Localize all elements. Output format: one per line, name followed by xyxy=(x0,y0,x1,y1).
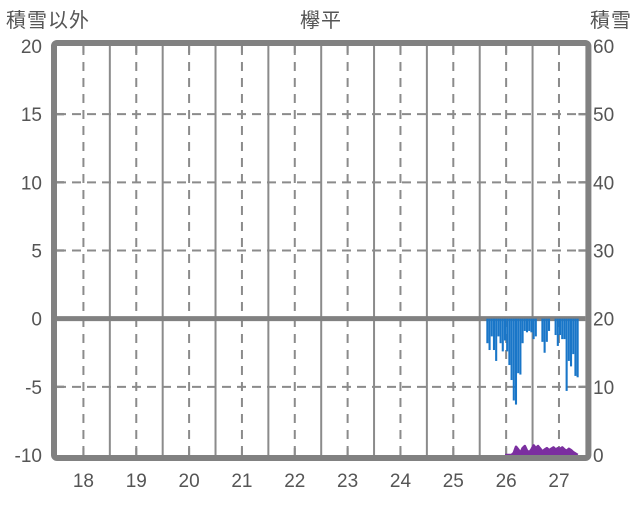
svg-text:18: 18 xyxy=(73,471,94,492)
svg-text:20: 20 xyxy=(179,471,200,492)
svg-text:22: 22 xyxy=(284,471,305,492)
left-axis-title: 積雪以外 xyxy=(6,10,90,32)
svg-text:0: 0 xyxy=(593,446,604,467)
svg-text:0: 0 xyxy=(31,310,42,331)
svg-text:19: 19 xyxy=(126,471,147,492)
svg-text:40: 40 xyxy=(593,173,614,194)
svg-text:23: 23 xyxy=(337,471,358,492)
svg-text:5: 5 xyxy=(31,242,42,263)
svg-text:26: 26 xyxy=(496,471,517,492)
svg-text:21: 21 xyxy=(231,471,252,492)
svg-text:-5: -5 xyxy=(25,378,42,399)
svg-text:20: 20 xyxy=(21,37,42,58)
svg-text:60: 60 xyxy=(593,37,614,58)
svg-text:25: 25 xyxy=(443,471,464,492)
svg-text:24: 24 xyxy=(390,471,412,492)
svg-text:-10: -10 xyxy=(15,446,42,467)
svg-text:30: 30 xyxy=(593,242,614,263)
svg-text:27: 27 xyxy=(548,471,569,492)
svg-text:50: 50 xyxy=(593,105,614,126)
temperature-bars xyxy=(486,318,579,405)
h-gridlines xyxy=(57,112,586,389)
left-axis-tick-labels: 20 15 10 5 0 -5 -10 xyxy=(15,37,42,467)
x-axis-tick-labels: 18 19 20 21 22 23 24 25 26 27 xyxy=(73,471,570,492)
plot-frame xyxy=(51,40,592,461)
snow-depth-line xyxy=(505,444,579,457)
svg-text:20: 20 xyxy=(593,310,614,331)
right-axis-title: 積雪 xyxy=(590,10,632,32)
svg-text:15: 15 xyxy=(21,105,42,126)
svg-text:10: 10 xyxy=(21,173,42,194)
svg-text:10: 10 xyxy=(593,378,614,399)
chart-title: 欅平 xyxy=(300,10,342,32)
right-axis-tick-labels: 60 50 40 30 20 10 0 xyxy=(593,37,614,467)
v-gridlines xyxy=(82,46,560,455)
